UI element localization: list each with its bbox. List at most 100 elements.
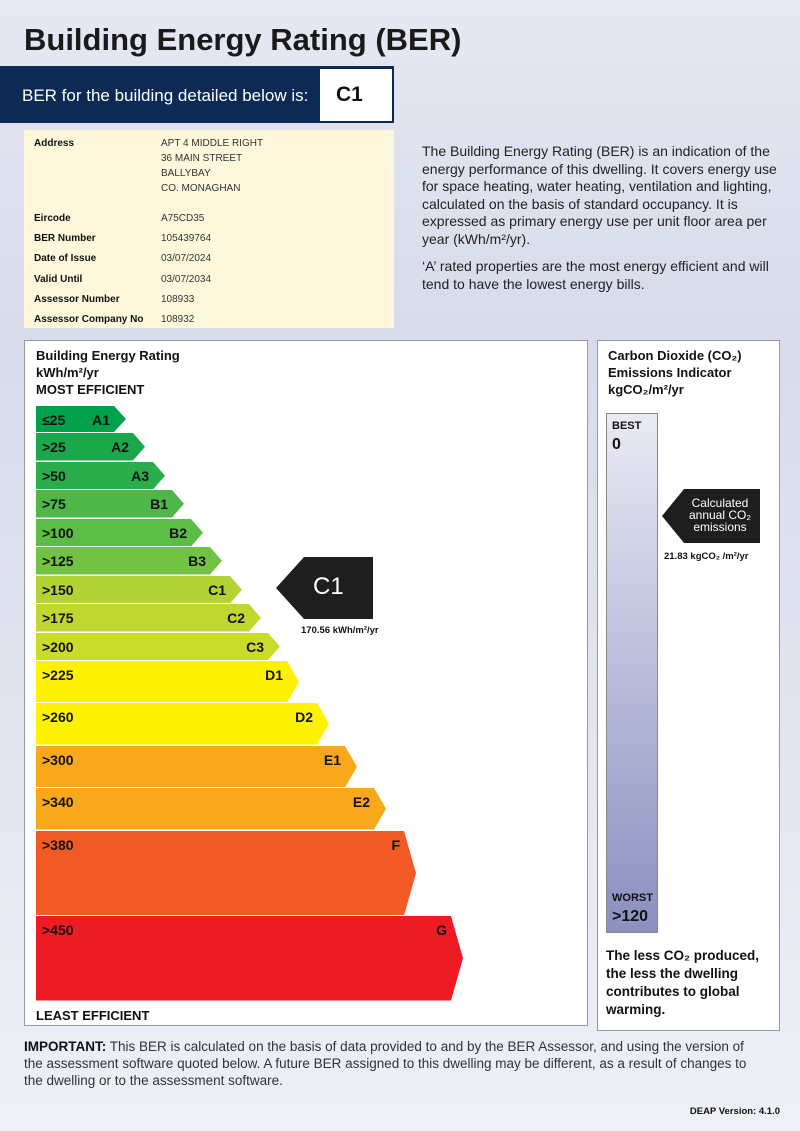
- rating-value: 170.56 kWh/m²/yr: [301, 625, 379, 636]
- detail-value: 03/07/2024: [161, 253, 212, 265]
- address-line: 36 MAIN STREET: [161, 153, 243, 164]
- band-d2: >260 D2: [36, 703, 329, 745]
- band-shape: [36, 518, 203, 546]
- band-range: >450: [42, 922, 74, 938]
- band-range: >200: [42, 638, 74, 655]
- rating-arrow: [276, 557, 373, 619]
- band-c2: >175 C2: [36, 604, 261, 632]
- band-range: >150: [42, 581, 74, 598]
- band-f: >380 F: [36, 830, 416, 915]
- band-grade: E2: [352, 794, 370, 810]
- arrow-line: Calculated: [691, 496, 749, 510]
- scale-unit: kWh/m²/yr: [36, 365, 99, 380]
- most-efficient-label: MOST EFFICIENT: [36, 382, 145, 397]
- band-grade: A1: [92, 412, 110, 428]
- band-range: >225: [42, 666, 74, 683]
- band-range: >50: [42, 467, 66, 484]
- band-a2: >25 A2: [36, 433, 145, 461]
- detail-value: A75CD35: [161, 213, 205, 224]
- band-shape: [36, 547, 222, 575]
- band-shape: [36, 632, 280, 660]
- band-c1: >150 C1: [36, 575, 242, 603]
- band-grade: D1: [265, 666, 283, 683]
- band-g: >450 G: [36, 916, 463, 1001]
- band-shape: [36, 660, 299, 702]
- band-b1: >75 B1: [36, 490, 184, 518]
- arrow-line: emissions: [693, 520, 747, 534]
- co2-indicator: Carbon Dioxide (CO₂) Emissions Indicator…: [597, 340, 780, 1031]
- arrow-line: annual CO₂: [688, 508, 752, 522]
- co2-note: The less CO₂ produced, the less the dwel…: [606, 948, 760, 1017]
- band-grade: B2: [169, 524, 187, 541]
- intro-paragraph: ‘A’ rated properties are the most energy…: [422, 258, 769, 292]
- band-grade: A2: [111, 439, 129, 455]
- best-value: 0: [612, 436, 621, 453]
- page-title: Building Energy Rating (BER): [24, 22, 462, 57]
- address-line: APT 4 MIDDLE RIGHT: [161, 138, 264, 149]
- band-grade: C3: [246, 638, 264, 655]
- band-shape: [36, 461, 165, 489]
- scale-heading: Building Energy Rating: [36, 348, 180, 363]
- worst-value: >120: [612, 908, 649, 925]
- worst-label: WORST: [612, 892, 653, 904]
- banner-text: BER for the building detailed below is:: [22, 86, 309, 105]
- band-shape: [36, 575, 242, 603]
- band-grade: C2: [227, 610, 245, 626]
- detail-label: Date of Issue: [34, 253, 97, 265]
- band-grade: F: [391, 836, 400, 853]
- address-line: CO. MONAGHAN: [161, 183, 241, 194]
- detail-label: Assessor Company No: [34, 314, 144, 325]
- band-range: >25: [42, 439, 66, 455]
- energy-rating-scale: Building Energy Rating kWh/m²/yr MOST EF…: [24, 340, 588, 1026]
- detail-label: Valid Until: [34, 273, 83, 285]
- intro-text: The Building Energy Rating (BER) is an i…: [422, 143, 782, 303]
- co2-arrow-text: Calculated annual CO₂ emissions: [682, 497, 758, 533]
- band-b3: >125 B3: [36, 547, 222, 575]
- details-box: Address APT 4 MIDDLE RIGHT 36 MAIN STREE…: [24, 130, 394, 328]
- footer-text: This BER is calculated on the basis of d…: [24, 1039, 747, 1088]
- band-range: >380: [42, 836, 74, 853]
- band-shape: [36, 788, 386, 830]
- detail-label: Eircode: [34, 213, 71, 224]
- address-label: Address: [34, 138, 75, 149]
- band-shape: [36, 433, 145, 461]
- band-range: >175: [42, 610, 74, 626]
- band-shape: [36, 830, 416, 915]
- co2-heading: Carbon Dioxide (CO₂): [608, 348, 742, 363]
- detail-value: 108932: [161, 314, 195, 325]
- band-grade: C1: [208, 581, 226, 598]
- band-range: >300: [42, 751, 74, 768]
- band-shape: [36, 745, 357, 787]
- band-shape: [36, 604, 261, 632]
- least-efficient-label: LEAST EFFICIENT: [36, 1008, 150, 1023]
- band-grade: B3: [188, 553, 206, 569]
- band-range: >260: [42, 709, 74, 725]
- band-grade: B1: [150, 496, 168, 512]
- band-range: >340: [42, 794, 74, 810]
- ber-grade: C1: [320, 69, 392, 121]
- important-label: IMPORTANT:: [24, 1039, 107, 1054]
- band-grade: D2: [295, 709, 313, 725]
- band-shape: [36, 703, 329, 745]
- intro-paragraph: The Building Energy Rating (BER) is an i…: [422, 143, 777, 247]
- band-grade: E1: [323, 751, 341, 768]
- band-range: >125: [42, 553, 74, 569]
- detail-value: 108933: [161, 293, 195, 305]
- rating-grade: C1: [313, 573, 344, 600]
- band-grade: G: [436, 922, 447, 938]
- band-range: >100: [42, 524, 74, 541]
- band-b2: >100 B2: [36, 518, 203, 546]
- detail-value: 105439764: [161, 233, 212, 245]
- footer-note: IMPORTANT: This BER is calculated on the…: [24, 1038, 764, 1089]
- detail-label: Assessor Number: [34, 293, 120, 305]
- best-label: BEST: [612, 420, 642, 432]
- band-e1: >300 E1: [36, 745, 357, 787]
- band-a3: >50 A3: [36, 461, 165, 489]
- band-a1: ≤25 A1: [36, 406, 126, 432]
- band-range: ≤25: [42, 412, 66, 428]
- band-c3: >200 C3: [36, 632, 280, 660]
- co2-arrow: [662, 489, 760, 543]
- band-range: >75: [42, 496, 66, 512]
- co2-value: 21.83 kgCO₂ /m²/yr: [664, 551, 749, 562]
- deap-version: DEAP Version: 4.1.0: [689, 1106, 780, 1117]
